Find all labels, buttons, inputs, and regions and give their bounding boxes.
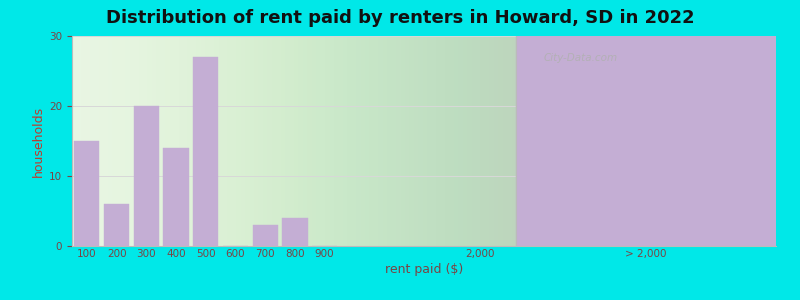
Bar xyxy=(193,57,218,246)
Bar xyxy=(74,141,99,246)
Bar xyxy=(253,225,278,246)
Bar xyxy=(515,36,776,246)
Text: City-Data.com: City-Data.com xyxy=(544,53,618,63)
Y-axis label: households: households xyxy=(32,105,45,177)
Bar xyxy=(163,148,189,246)
Text: Distribution of rent paid by renters in Howard, SD in 2022: Distribution of rent paid by renters in … xyxy=(106,9,694,27)
Bar xyxy=(282,218,307,246)
X-axis label: rent paid ($): rent paid ($) xyxy=(385,263,463,276)
Bar xyxy=(104,204,130,246)
Bar xyxy=(134,106,159,246)
